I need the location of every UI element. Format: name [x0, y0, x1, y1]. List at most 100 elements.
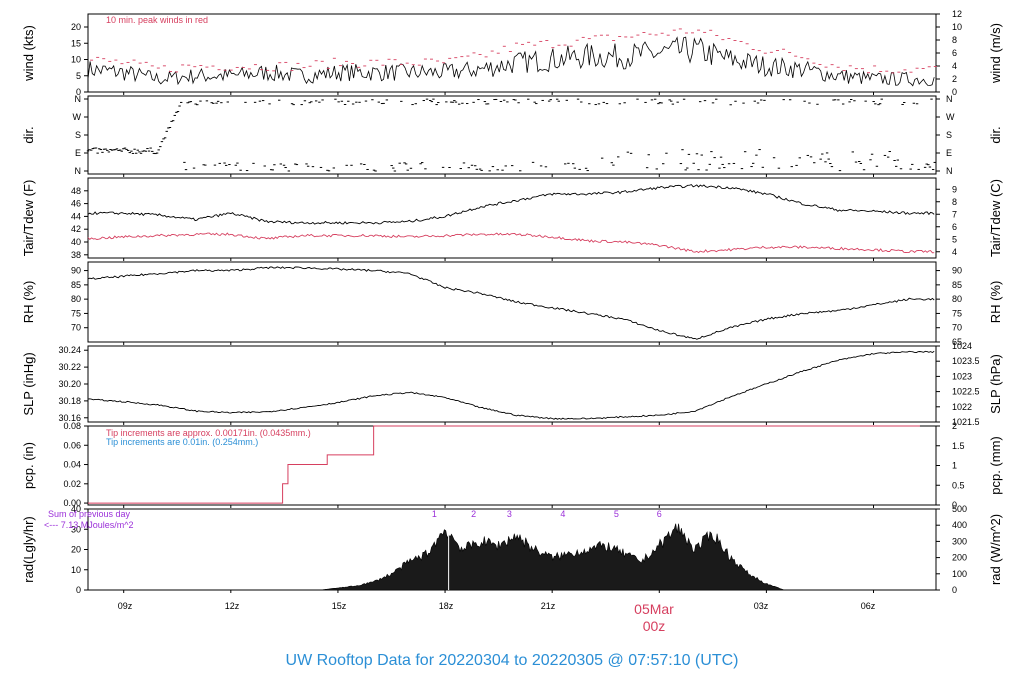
y-axis-label-left: wind (kts)	[21, 25, 36, 82]
y-tick-label-right: 1022.5	[952, 387, 980, 397]
y-tick-label-left: 40	[71, 504, 81, 514]
y-tick-label-left: 15	[71, 38, 81, 48]
x-tick-label: 15z	[332, 601, 347, 611]
y-tick-label-right: 8	[952, 35, 957, 45]
y-axis-label-right: SLP (hPa)	[988, 354, 1003, 414]
y-tick-label-right: 2	[952, 421, 957, 431]
y-tick-label-right: 200	[952, 553, 967, 563]
slp-series-0	[87, 350, 935, 420]
y-tick-label-right: 1023	[952, 371, 972, 381]
y-tick-label-right: 0	[952, 585, 957, 595]
panel-frame	[87, 13, 937, 93]
y-tick-label-left: 75	[71, 308, 81, 318]
y-axis-label-left: dir.	[21, 126, 36, 143]
y-tick-label-left: 48	[71, 186, 81, 196]
x-day-label: 05Mar	[634, 601, 674, 617]
y-tick-label-left: 0.02	[63, 479, 81, 489]
y-tick-label-right: E	[946, 148, 952, 158]
y-tick-label-right: 1021.5	[952, 417, 980, 427]
y-tick-label-left: 85	[71, 280, 81, 290]
x-tick-label: 12z	[225, 601, 240, 611]
y-tick-label-left: 20	[71, 545, 81, 555]
y-tick-label-left: 30.20	[58, 379, 81, 389]
y-axis-label-left: RH (%)	[21, 281, 36, 324]
y-tick-label-left: 46	[71, 199, 81, 209]
x-tick-label: 09z	[118, 601, 133, 611]
x-day-label-sub: 00z	[643, 618, 666, 634]
y-tick-label-right: 300	[952, 536, 967, 546]
panel-frame	[87, 345, 937, 423]
y-tick-label-right: 65	[952, 337, 962, 347]
panel-frame	[87, 261, 937, 343]
y-tick-label-right: 70	[952, 323, 962, 333]
rad-marker: 5	[614, 509, 619, 519]
y-tick-label-right: 0.5	[952, 480, 965, 490]
y-tick-label-left: 30	[71, 524, 81, 534]
wind-annotation: 10 min. peak winds in red	[106, 15, 208, 25]
y-tick-label-right: 4	[952, 247, 957, 257]
y-tick-label-left: 20	[71, 22, 81, 32]
y-tick-label-left: 90	[71, 266, 81, 276]
y-tick-label-right: 0	[952, 500, 957, 510]
y-tick-label-right: 7	[952, 209, 957, 219]
y-tick-label-right: 12	[952, 9, 962, 19]
y-tick-label-right: 80	[952, 294, 962, 304]
y-tick-label-right: 6	[952, 48, 957, 58]
y-tick-label-left: N	[75, 166, 82, 176]
y-axis-label-left: Tair/Tdew (F)	[21, 180, 36, 257]
y-axis-label-left: rad(Lgly/hr)	[21, 516, 36, 582]
y-tick-label-right: N	[946, 166, 953, 176]
y-tick-label-right: 75	[952, 308, 962, 318]
y-tick-label-left: 0	[76, 585, 81, 595]
y-tick-label-right: 6	[952, 222, 957, 232]
y-tick-label-right: 9	[952, 184, 957, 194]
y-tick-label-left: 0	[76, 87, 81, 97]
y-axis-label-right: dir.	[988, 126, 1003, 143]
y-tick-label-right: 8	[952, 197, 957, 207]
rad-marker: 3	[507, 509, 512, 519]
y-tick-label-left: 30.22	[58, 362, 81, 372]
y-tick-label-left: 0.04	[63, 460, 81, 470]
y-tick-label-left: W	[73, 112, 82, 122]
page-title: UW Rooftop Data for 20220304 to 20220305…	[286, 652, 739, 669]
x-tick-label: 03z	[754, 601, 769, 611]
panel-dir: dir. dir.N NE ES SW WN N	[21, 94, 1003, 177]
y-tick-label-right: W	[946, 112, 955, 122]
y-tick-label-right: 85	[952, 280, 962, 290]
y-axis-label-left: SLP (inHg)	[21, 352, 36, 415]
x-axis: 09z 12z 15z 18z 21z 05Mar 00z 03z 06z	[118, 601, 876, 634]
precip-series	[88, 425, 920, 504]
y-tick-label-left: 42	[71, 224, 81, 234]
y-tick-label-left: 70	[71, 323, 81, 333]
y-tick-label-right: S	[946, 130, 952, 140]
y-tick-label-left: N	[75, 94, 82, 104]
y-tick-label-left: 10	[71, 55, 81, 65]
y-tick-label-left: E	[75, 148, 81, 158]
y-tick-label-right: N	[946, 94, 953, 104]
y-tick-label-left: 5	[76, 71, 81, 81]
wind-speed-series	[87, 36, 935, 87]
rh-series-0	[87, 266, 935, 340]
rad-annotation-2: <--- 7.13 MJoules/m^2	[44, 520, 134, 530]
y-tick-label-right: 1.5	[952, 441, 965, 451]
y-tick-label-left: S	[75, 130, 81, 140]
y-tick-label-right: 1024	[952, 341, 972, 351]
y-tick-label-left: 44	[71, 211, 81, 221]
y-tick-label-left: 38	[71, 250, 81, 260]
y-tick-label-right: 100	[952, 569, 967, 579]
y-tick-label-left: 40	[71, 237, 81, 247]
y-tick-label-right: 1022	[952, 402, 972, 412]
y-tick-label-right: 1	[952, 461, 957, 471]
radiation-area	[320, 523, 785, 591]
y-tick-label-left: 30.18	[58, 396, 81, 406]
y-tick-label-left: 80	[71, 294, 81, 304]
x-tick-label: 18z	[439, 601, 454, 611]
rad-annotation-1: Sum of previous day	[48, 509, 131, 519]
panel-frame	[87, 95, 937, 175]
rad-marker: 6	[657, 509, 662, 519]
panels: wind (kts) wind (m/s)0510152002468101210 …	[21, 9, 1003, 595]
y-tick-label-right: 5	[952, 234, 957, 244]
y-tick-label-left: 30.24	[58, 345, 81, 355]
panel-rh: RH (%) RH (%) 70 75 80 85 90 65 70 75 80 85 90	[21, 261, 1003, 347]
x-tick-label: 21z	[541, 601, 556, 611]
